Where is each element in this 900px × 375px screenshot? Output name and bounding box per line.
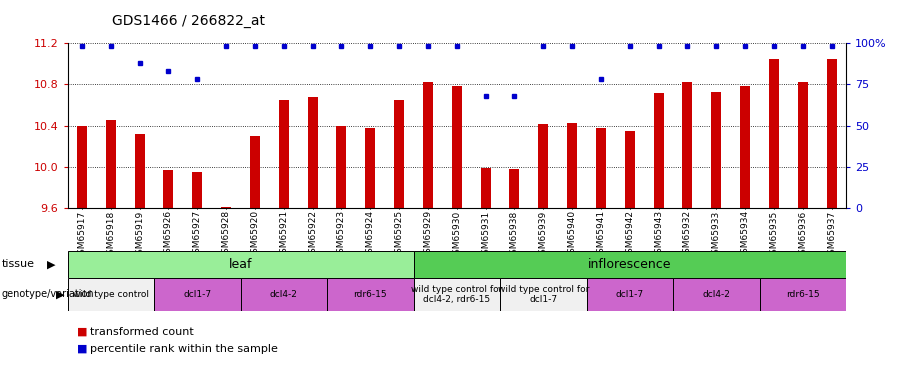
- Text: GSM65927: GSM65927: [193, 210, 202, 260]
- Text: GSM65933: GSM65933: [712, 210, 721, 260]
- Bar: [673, 278, 760, 311]
- Bar: [682, 82, 692, 208]
- Bar: [413, 251, 846, 278]
- Text: GSM65929: GSM65929: [423, 210, 432, 260]
- Text: GSM65938: GSM65938: [510, 210, 519, 260]
- Bar: [509, 169, 519, 208]
- Bar: [481, 168, 491, 208]
- Bar: [413, 278, 500, 311]
- Text: dcl4-2: dcl4-2: [702, 290, 730, 299]
- Text: GSM65932: GSM65932: [683, 210, 692, 260]
- Bar: [68, 278, 154, 311]
- Bar: [327, 278, 413, 311]
- Text: GSM65917: GSM65917: [77, 210, 86, 260]
- Text: GSM65943: GSM65943: [654, 210, 663, 260]
- Text: rdr6-15: rdr6-15: [786, 290, 820, 299]
- Text: wild type control for
dcl1-7: wild type control for dcl1-7: [498, 285, 589, 304]
- Text: GSM65939: GSM65939: [539, 210, 548, 260]
- Bar: [221, 207, 231, 208]
- Bar: [308, 97, 318, 208]
- Bar: [760, 278, 846, 311]
- Text: transformed count: transformed count: [90, 327, 194, 337]
- Bar: [567, 123, 577, 208]
- Bar: [105, 120, 116, 208]
- Text: rdr6-15: rdr6-15: [354, 290, 387, 299]
- Text: wild type control: wild type control: [73, 290, 148, 299]
- Bar: [711, 92, 721, 208]
- Bar: [76, 126, 87, 208]
- Text: genotype/variation: genotype/variation: [2, 290, 94, 299]
- Bar: [740, 87, 750, 208]
- Bar: [279, 100, 289, 208]
- Bar: [826, 58, 837, 208]
- Bar: [193, 172, 202, 208]
- Text: GSM65919: GSM65919: [135, 210, 144, 260]
- Text: ■: ■: [76, 344, 87, 354]
- Bar: [134, 134, 145, 208]
- Text: GSM65928: GSM65928: [221, 210, 230, 260]
- Bar: [68, 251, 413, 278]
- Text: GSM65941: GSM65941: [597, 210, 606, 260]
- Text: GDS1466 / 266822_at: GDS1466 / 266822_at: [112, 14, 266, 28]
- Bar: [625, 131, 634, 208]
- Bar: [154, 278, 240, 311]
- Bar: [337, 126, 347, 208]
- Bar: [500, 278, 587, 311]
- Text: GSM65930: GSM65930: [452, 210, 461, 260]
- Bar: [394, 100, 404, 208]
- Text: GSM65918: GSM65918: [106, 210, 115, 260]
- Bar: [423, 82, 433, 208]
- Text: GSM65935: GSM65935: [770, 210, 778, 260]
- Text: ▶: ▶: [56, 290, 64, 299]
- Text: dcl1-7: dcl1-7: [184, 290, 212, 299]
- Text: GSM65920: GSM65920: [250, 210, 259, 260]
- Text: dcl1-7: dcl1-7: [616, 290, 644, 299]
- Text: wild type control for
dcl4-2, rdr6-15: wild type control for dcl4-2, rdr6-15: [411, 285, 502, 304]
- Bar: [250, 136, 260, 208]
- Bar: [164, 170, 174, 208]
- Bar: [769, 58, 779, 208]
- Text: ■: ■: [76, 327, 87, 337]
- Bar: [452, 87, 462, 208]
- Text: tissue: tissue: [2, 260, 35, 269]
- Bar: [596, 128, 606, 208]
- Bar: [587, 278, 673, 311]
- Text: GSM65922: GSM65922: [308, 210, 317, 259]
- Text: GSM65940: GSM65940: [568, 210, 577, 260]
- Text: GSM65934: GSM65934: [741, 210, 750, 260]
- Text: inflorescence: inflorescence: [588, 258, 671, 271]
- Text: GSM65926: GSM65926: [164, 210, 173, 260]
- Text: GSM65931: GSM65931: [482, 210, 490, 260]
- Bar: [365, 128, 375, 208]
- Bar: [797, 82, 808, 208]
- Text: GSM65924: GSM65924: [365, 210, 374, 259]
- Text: GSM65936: GSM65936: [798, 210, 807, 260]
- Text: percentile rank within the sample: percentile rank within the sample: [90, 344, 278, 354]
- Text: GSM65937: GSM65937: [827, 210, 836, 260]
- Text: ▶: ▶: [47, 260, 55, 269]
- Bar: [653, 93, 663, 208]
- Text: GSM65942: GSM65942: [626, 210, 634, 259]
- Text: dcl4-2: dcl4-2: [270, 290, 298, 299]
- Bar: [240, 278, 327, 311]
- Text: leaf: leaf: [229, 258, 252, 271]
- Text: GSM65925: GSM65925: [394, 210, 403, 260]
- Text: GSM65921: GSM65921: [279, 210, 288, 260]
- Bar: [538, 123, 548, 208]
- Text: GSM65923: GSM65923: [337, 210, 346, 260]
